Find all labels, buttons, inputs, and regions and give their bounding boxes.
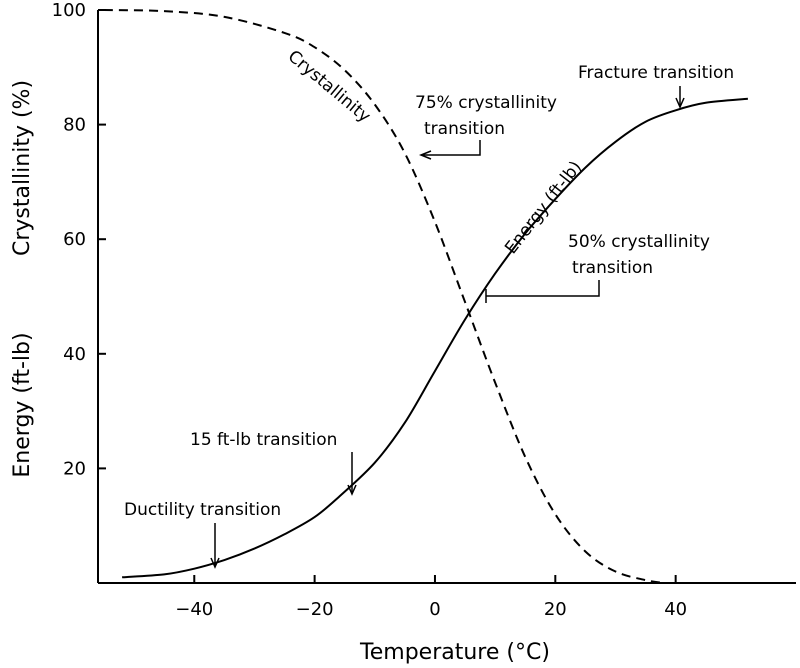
y-tick-label: 20 (63, 458, 86, 479)
crystallinity-curve (103, 9, 664, 584)
crystallinity-75-label-line1: 75% crystallinity (415, 93, 557, 113)
crystallinity-50-arrow (485, 280, 600, 303)
y-axis-title-top: Crystallinity (%) (10, 80, 35, 256)
fracture-transition-arrow (675, 86, 685, 109)
ftlb-15-arrow (347, 452, 357, 496)
ductility-transition-arrow (210, 523, 220, 569)
crystallinity-50-label-line1: 50% crystallinity (568, 232, 710, 252)
x-tick-label: 0 (429, 599, 440, 620)
x-axis-title: Temperature (°C) (359, 640, 550, 665)
y-axis-title-bottom: Energy (ft-lb) (10, 332, 35, 477)
y-tick-label: 40 (63, 344, 86, 365)
x-tick-label: −20 (296, 599, 334, 620)
x-tick-label: 40 (664, 599, 687, 620)
energy-curve (122, 97, 748, 579)
y-tick-label: 100 (52, 0, 86, 21)
crystallinity-50-label-line2: transition (572, 258, 653, 278)
y-tick-label: 60 (63, 229, 86, 250)
ftlb-15-label: 15 ft-lb transition (190, 430, 337, 450)
fracture-transition-label: Fracture transition (578, 63, 734, 83)
crystallinity-75-arrow (418, 140, 481, 160)
crystallinity-75-label-line2: transition (424, 119, 505, 139)
ductility-transition-label: Ductility transition (124, 500, 281, 520)
y-tick-label: 80 (63, 115, 86, 136)
x-tick-label: 20 (544, 599, 567, 620)
x-tick-label: −40 (175, 599, 213, 620)
